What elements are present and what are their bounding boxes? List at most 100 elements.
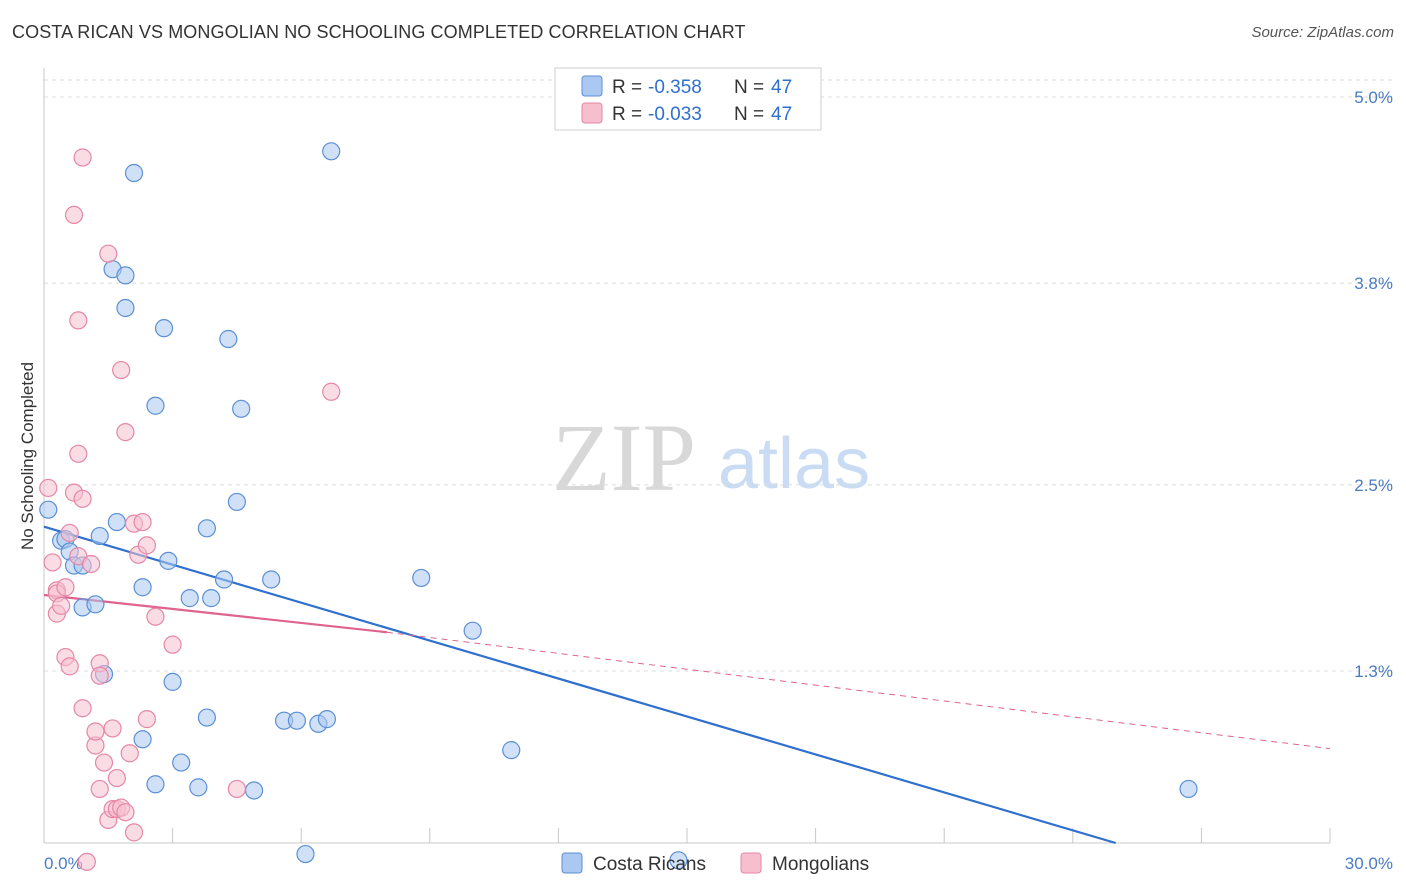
mongolians-point-14 xyxy=(69,444,88,463)
costa-ricans-point-14 xyxy=(124,163,144,183)
chart-title: COSTA RICAN VS MONGOLIAN NO SCHOOLING CO… xyxy=(12,22,746,42)
costa-ricans-point-40 xyxy=(412,568,431,588)
mongolians-point-44 xyxy=(163,635,182,654)
mongolians-point-45 xyxy=(227,779,246,799)
costa-ricans-point-32 xyxy=(244,781,264,800)
costa-ricans-point-33 xyxy=(262,570,281,589)
grid xyxy=(44,79,1392,672)
y-tick-label-3: 5.0% xyxy=(1354,88,1393,107)
costa-ricans-point-22 xyxy=(172,753,191,772)
costa-ricans-point-29 xyxy=(219,329,238,349)
bottom-legend-swatch-pink xyxy=(740,852,762,874)
legend-r-value-2: -0.033 xyxy=(648,104,702,125)
mongolians-point-28 xyxy=(103,719,122,738)
watermark-atlas: atlas xyxy=(718,424,870,504)
y-tick-label-2: 3.8% xyxy=(1354,274,1393,293)
legend-n-label-1: N = xyxy=(734,77,764,98)
bottom-legend-swatch-blue xyxy=(561,852,583,874)
source-credit: Source: ZipAtlas.com xyxy=(1251,24,1394,41)
y-axis-label: No Schooling Completed xyxy=(18,362,37,550)
mongolians-point-22 xyxy=(90,779,109,799)
mongolians-point-21 xyxy=(86,722,105,741)
costa-ricans-point-9 xyxy=(107,512,126,532)
costa-ricans-point-15 xyxy=(133,578,152,597)
costa-ricans-point-13 xyxy=(116,298,135,318)
mongolians-point-5 xyxy=(52,596,71,615)
bottom-legend-costa-ricans: Costa Ricans xyxy=(593,854,706,875)
mongolians-point-1 xyxy=(43,553,62,572)
costa-ricans-point-23 xyxy=(180,589,199,608)
costa-ricans-point-30 xyxy=(227,492,246,512)
costa-ricans-point-28 xyxy=(214,570,234,589)
mongolians-point-26 xyxy=(99,244,118,263)
mongolians-point-0 xyxy=(39,478,58,498)
costa-ricans-point-27 xyxy=(202,589,221,608)
mongolians-point-35 xyxy=(116,803,135,822)
costa-ricans-point-38 xyxy=(317,710,337,729)
costa-ricans-point-12 xyxy=(116,266,135,285)
mongolians-point-37 xyxy=(124,823,144,842)
mongolians-point-6 xyxy=(56,578,75,597)
mongolians-point-40 xyxy=(133,512,152,532)
legend-r-label-2: R = xyxy=(612,104,642,125)
mongolians-point-34 xyxy=(116,423,135,442)
costa-ricans-point-35 xyxy=(287,711,307,730)
mongolians-point-36 xyxy=(120,744,139,763)
costa-ricans-point-24 xyxy=(189,778,208,797)
mongolians-point-17 xyxy=(73,148,92,167)
mongolians-point-24 xyxy=(90,666,109,685)
costa-ricans-point-21 xyxy=(163,672,182,691)
mongolians-point-9 xyxy=(60,523,79,543)
costa-ricans-point-42 xyxy=(502,741,521,760)
legend-swatch-blue xyxy=(581,75,603,97)
costa-ricans-point-0 xyxy=(39,500,58,519)
mongolians-point-15 xyxy=(73,699,92,718)
mongolians-point-25 xyxy=(94,753,114,772)
costa-ricans-point-8 xyxy=(90,526,109,546)
series-costa-ricans xyxy=(39,142,1198,870)
legend-n-value-2: 47 xyxy=(771,104,792,125)
costa-ricans-point-7 xyxy=(86,595,105,614)
bottom-legend: Costa Ricans Mongolians xyxy=(561,852,869,875)
costa-ricans-point-44 xyxy=(1179,779,1198,799)
costa-ricans-point-20 xyxy=(159,551,178,570)
costa-ricans-point-39 xyxy=(322,142,341,161)
y-tick-label-1: 2.5% xyxy=(1354,476,1393,495)
x-tick-label-min: 0.0% xyxy=(44,854,83,873)
costa-ricans-point-25 xyxy=(197,708,216,727)
costa-ricans-point-41 xyxy=(463,621,482,640)
series-mongolians xyxy=(39,148,341,871)
x-tick-label-max: 30.0% xyxy=(1345,854,1393,873)
bottom-legend-mongolians: Mongolians xyxy=(772,854,869,875)
costa-ricans-point-36 xyxy=(296,844,315,864)
mongolians-point-8 xyxy=(60,657,79,676)
legend-swatch-pink xyxy=(581,102,603,124)
mongolians-point-13 xyxy=(69,311,88,330)
costa-ricans-point-26 xyxy=(197,519,216,538)
costa-ricans-point-18 xyxy=(146,396,165,415)
legend-n-label-2: N = xyxy=(734,104,764,125)
costa-ricans-point-43 xyxy=(669,851,688,870)
mongolians-point-43 xyxy=(146,607,165,626)
legend-r-value-1: -0.358 xyxy=(648,77,702,98)
costa-ricans-point-17 xyxy=(146,775,165,794)
watermark-zip: ZIP xyxy=(552,404,696,511)
mongolians-point-16 xyxy=(73,489,92,508)
mongolians-point-19 xyxy=(77,852,96,871)
mongolians-point-30 xyxy=(107,768,126,788)
costa-ricans-point-31 xyxy=(232,399,251,418)
legend-n-value-1: 47 xyxy=(771,77,792,98)
mongolians-point-10 xyxy=(64,205,84,225)
mongolians-point-33 xyxy=(112,360,131,380)
mongolians-point-18 xyxy=(82,554,101,574)
mongolians-point-42 xyxy=(137,710,156,729)
trendline-mongolians-2 xyxy=(386,631,1331,750)
x-ticks xyxy=(43,828,1331,843)
legend-r-label-1: R = xyxy=(612,77,642,98)
y-tick-labels: 1.3% 2.5% 3.8% 5.0% xyxy=(1354,88,1393,681)
watermark: ZIP atlas xyxy=(552,404,870,511)
mongolians-point-41 xyxy=(137,536,156,555)
costa-ricans-point-16 xyxy=(133,730,152,749)
costa-ricans-point-19 xyxy=(154,319,174,338)
